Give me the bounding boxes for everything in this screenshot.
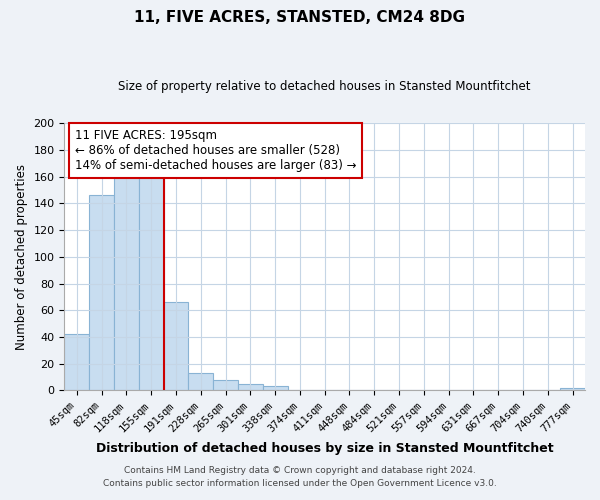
Bar	[188, 373, 213, 390]
Text: Contains HM Land Registry data © Crown copyright and database right 2024.
Contai: Contains HM Land Registry data © Crown c…	[103, 466, 497, 487]
Bar	[263, 386, 287, 390]
Bar	[213, 380, 238, 390]
Title: Size of property relative to detached houses in Stansted Mountfitchet: Size of property relative to detached ho…	[118, 80, 531, 93]
Bar	[238, 384, 263, 390]
Bar	[139, 168, 164, 390]
Text: 11, FIVE ACRES, STANSTED, CM24 8DG: 11, FIVE ACRES, STANSTED, CM24 8DG	[134, 10, 466, 25]
Bar	[560, 388, 585, 390]
Y-axis label: Number of detached properties: Number of detached properties	[15, 164, 28, 350]
X-axis label: Distribution of detached houses by size in Stansted Mountfitchet: Distribution of detached houses by size …	[96, 442, 554, 455]
Bar	[64, 334, 89, 390]
Bar	[164, 302, 188, 390]
Bar	[89, 196, 114, 390]
Bar	[114, 168, 139, 390]
Text: 11 FIVE ACRES: 195sqm
← 86% of detached houses are smaller (528)
14% of semi-det: 11 FIVE ACRES: 195sqm ← 86% of detached …	[75, 128, 356, 172]
